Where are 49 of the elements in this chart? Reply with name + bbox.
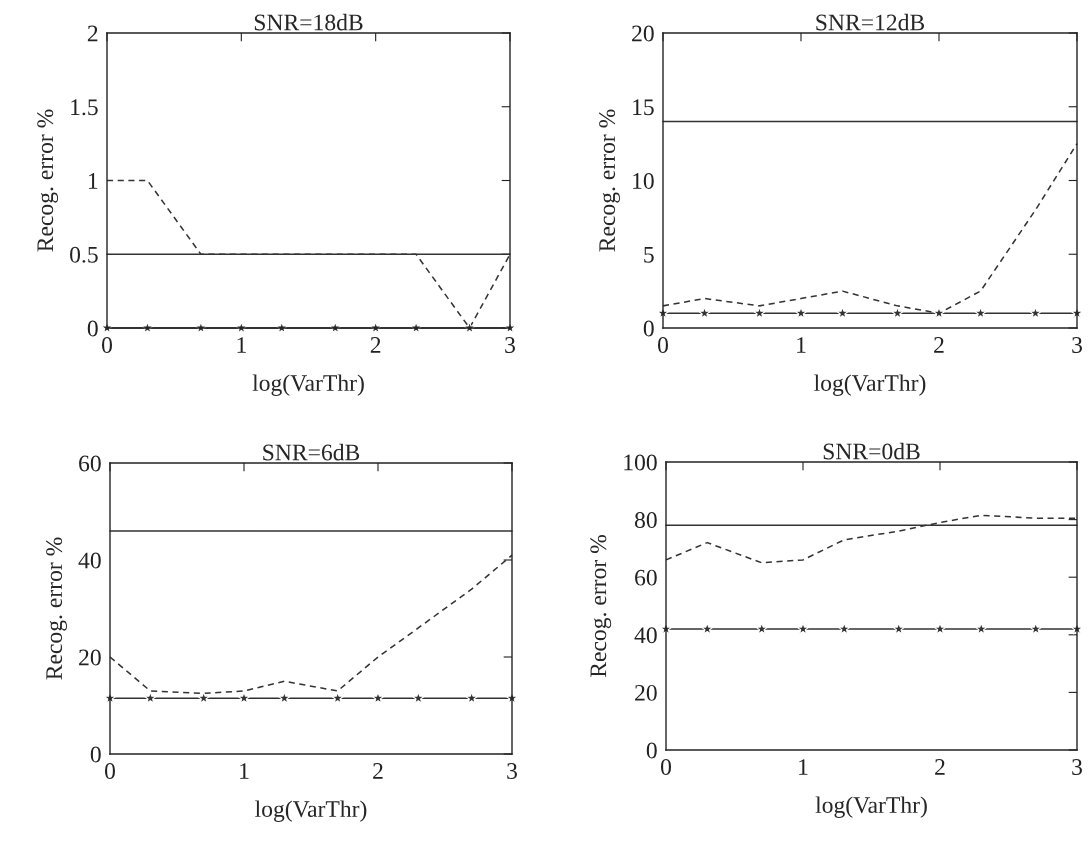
x-tick-label: 1 bbox=[797, 337, 806, 353]
y-tick-label: 60 bbox=[635, 569, 657, 586]
x-axis-title: log(VarThr) bbox=[252, 374, 364, 396]
x-tick-label: 2 bbox=[370, 337, 381, 353]
y-tick-label: 20 bbox=[635, 684, 657, 701]
y-tick-label: 2 bbox=[87, 25, 98, 42]
x-tick-label: 3 bbox=[1072, 337, 1082, 353]
y-tick-label: 20 bbox=[79, 649, 101, 666]
y-axis-title: Recog. error % bbox=[37, 109, 59, 252]
x-tick-label: 2 bbox=[373, 763, 383, 779]
y-axis-title: Recog. error % bbox=[46, 537, 67, 680]
x-tick-label: 0 bbox=[661, 759, 671, 775]
y-tick-label: 40 bbox=[78, 552, 101, 569]
x-tick-label: 3 bbox=[1072, 759, 1082, 775]
chart-title: SNR=12dB bbox=[816, 13, 925, 31]
x-tick-label: 3 bbox=[505, 337, 515, 353]
y-tick-label: 0 bbox=[643, 320, 654, 337]
y-tick-label: 80 bbox=[634, 512, 657, 529]
x-tick-label: 0 bbox=[105, 763, 115, 779]
y-tick-label: 0 bbox=[90, 746, 101, 763]
y-tick-label: 0 bbox=[646, 742, 657, 759]
x-tick-label: 0 bbox=[102, 337, 112, 353]
x-tick-label: 1 bbox=[799, 759, 808, 775]
y-tick-label: 100 bbox=[624, 454, 657, 471]
y-tick-label: 1.5 bbox=[71, 99, 98, 116]
y-tick-label: 15 bbox=[633, 99, 654, 116]
x-tick-label: 2 bbox=[935, 759, 945, 775]
x-tick-label: 2 bbox=[934, 337, 944, 353]
chart-title: SNR=6dB bbox=[263, 443, 360, 461]
line-series bbox=[665, 514, 1078, 564]
x-tick-label: 1 bbox=[240, 763, 249, 779]
x-tick-label: 1 bbox=[237, 337, 246, 353]
x-tick-label: 3 bbox=[507, 763, 517, 779]
y-tick-label: 5 bbox=[644, 246, 654, 263]
chart-title: SNR=0dB bbox=[823, 442, 920, 460]
y-tick-label: 60 bbox=[79, 455, 101, 472]
x-tick-label: 0 bbox=[658, 337, 668, 353]
y-tick-label: 0 bbox=[87, 320, 98, 337]
y-tick-label: 20 bbox=[632, 25, 654, 42]
y-axis-title: Recog. error % bbox=[599, 109, 620, 252]
x-axis-title: log(VarThr) bbox=[815, 796, 927, 818]
chart-title: SNR=18dB bbox=[254, 13, 363, 31]
y-axis-title: Recog. error % bbox=[590, 535, 612, 678]
x-axis-title: log(VarThr) bbox=[255, 800, 367, 822]
x-axis-title: log(VarThr) bbox=[814, 374, 926, 396]
y-tick-label: 0.5 bbox=[70, 246, 98, 263]
y-tick-label: 1 bbox=[88, 173, 98, 189]
y-tick-label: 40 bbox=[634, 627, 657, 644]
y-tick-label: 10 bbox=[633, 172, 654, 189]
